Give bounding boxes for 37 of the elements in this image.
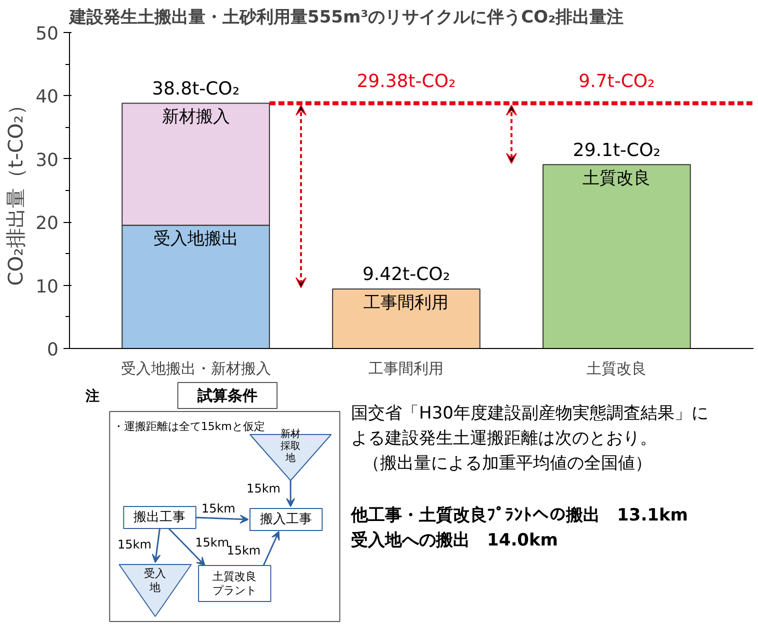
annotation: 38.8t-CO₂ <box>152 78 240 100</box>
annotation: 9.42t-CO₂ <box>362 264 450 286</box>
text: よる建設発生土運搬距離は次のとおり。 <box>351 428 658 448</box>
text: 搬入工事 <box>260 512 312 527</box>
text: 15km <box>246 482 280 496</box>
y-tick-label: 20 <box>36 213 58 234</box>
annotation: 9.7t-CO₂ <box>578 70 655 92</box>
x-tick-label: 受入地搬出・新材搬入 <box>120 360 271 378</box>
y-tick-label: 30 <box>36 150 58 171</box>
y-axis-title: CO₂排出量（t-CO₂） <box>4 95 28 286</box>
y-tick-label: 40 <box>36 86 58 108</box>
text: 搬出工事 <box>134 510 186 525</box>
text: 国交省「H30年度建設副産物実態調査結果」に <box>351 404 708 424</box>
series-label: 工事間利用 <box>364 292 449 313</box>
text: 15km <box>195 536 230 550</box>
text: 15km <box>118 538 152 552</box>
y-tick-label: 10 <box>36 276 58 298</box>
series-label: 新材搬入 <box>162 107 230 128</box>
y-tick-label: 50 <box>36 24 58 44</box>
annotation: 29.1t-CO₂ <box>572 140 660 161</box>
annotation: 29.38t-CO₂ <box>356 70 456 92</box>
text: 注 <box>84 388 100 404</box>
series-label: 受入地搬出 <box>153 229 238 250</box>
text: 他工事・土質改良ﾌﾟﾗﾝﾄへの搬出 13.1km <box>350 506 688 526</box>
text: 試算条件 <box>196 386 258 404</box>
chart-title: 建設発生土搬出量・土砂利用量555m³のリサイクルに伴うCO₂排出量注 <box>68 8 624 28</box>
text: 土質改良プラント <box>212 570 257 598</box>
series-label: 土質改良 <box>582 168 651 188</box>
text: 15km <box>201 502 236 516</box>
text: （搬出量による加重平均値の全国値） <box>362 454 652 474</box>
y-tick-label: 0 <box>47 340 58 360</box>
x-tick-label: 工事間利用 <box>368 360 444 378</box>
text: ・運搬距離は全て15kmと仮定 <box>112 420 265 433</box>
text: 15km <box>226 544 261 558</box>
x-tick-label: 土質改良 <box>586 360 647 378</box>
text: 受入地への搬出 14.0km <box>351 530 558 550</box>
text: 受入地 <box>144 566 166 594</box>
